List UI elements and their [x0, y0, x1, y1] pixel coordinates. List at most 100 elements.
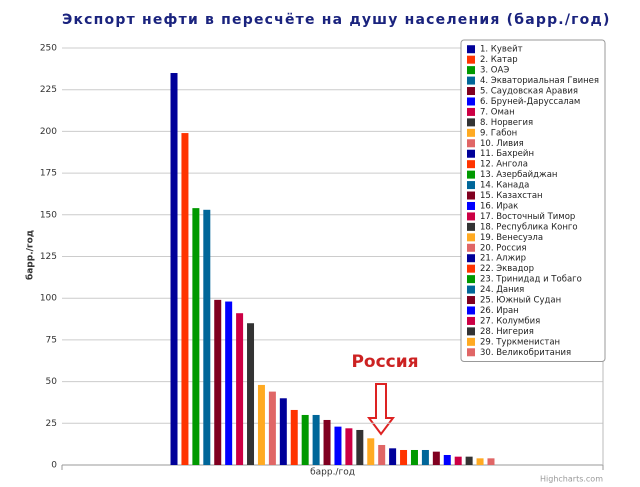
credits: Highcharts.com	[540, 475, 603, 484]
legend-label: 19. Венесуэла	[480, 233, 543, 243]
legend-label: 24. Дания	[480, 285, 524, 295]
legend-label: 3. ОАЭ	[480, 66, 509, 76]
bar	[181, 133, 189, 465]
annotation-arrow	[367, 383, 395, 436]
bar	[203, 209, 211, 465]
bar	[389, 448, 397, 465]
legend-label: 12. Ангола	[480, 160, 528, 170]
legend-swatch	[467, 233, 475, 242]
legend-swatch	[467, 97, 475, 106]
legend-swatch	[467, 201, 475, 210]
legend-label: 25. Южный Судан	[480, 296, 561, 306]
bar	[301, 414, 309, 465]
bar	[214, 299, 222, 465]
legend-swatch	[467, 327, 475, 336]
y-tick-label: 0	[51, 461, 57, 471]
legend-label: 28. Нигерия	[480, 327, 534, 337]
legend-label: 30. Великобритания	[480, 348, 571, 358]
y-tick-label: 75	[46, 335, 57, 345]
legend-label: 5. Саудовская Аравия	[480, 87, 578, 97]
legend-swatch	[467, 76, 475, 85]
legend-label: 10. Ливия	[480, 139, 524, 149]
legend-label: 1. Кувейт	[480, 45, 523, 55]
legend-swatch	[467, 254, 475, 263]
y-tick-label: 200	[40, 127, 57, 137]
legend-swatch	[467, 306, 475, 315]
bar	[400, 449, 408, 465]
legend-label: 6. Бруней-Даруссалам	[480, 97, 580, 107]
legend-label: 13. Азербайджан	[480, 170, 557, 180]
legend-label: 26. Иран	[480, 306, 519, 316]
y-tick-label: 250	[40, 44, 57, 54]
legend-swatch	[467, 348, 475, 357]
bar	[465, 456, 473, 465]
bar	[334, 426, 342, 465]
bar	[268, 391, 276, 465]
bar	[421, 449, 429, 465]
chart-title: Экспорт нефти в пересчёте на душу населе…	[62, 12, 611, 28]
legend-swatch	[467, 275, 475, 284]
legend-label: 27. Колумбия	[480, 316, 540, 326]
legend-swatch	[467, 170, 475, 179]
bar	[410, 449, 418, 465]
bar	[312, 414, 320, 465]
y-axis-title: барр./год	[25, 230, 36, 280]
bar	[454, 456, 462, 465]
bar	[236, 313, 244, 465]
legend-label: 15. Казахстан	[480, 191, 543, 201]
bar	[192, 208, 200, 466]
legend-swatch	[467, 45, 475, 54]
legend-swatch	[467, 191, 475, 200]
legend-swatch	[467, 87, 475, 96]
bar	[170, 73, 178, 466]
legend-swatch	[467, 128, 475, 137]
y-tick-label: 50	[46, 377, 58, 387]
y-tick-label: 100	[40, 294, 57, 304]
legend-swatch	[467, 139, 475, 148]
legend-swatch	[467, 149, 475, 158]
bar	[356, 429, 364, 465]
bar	[432, 451, 440, 465]
y-tick-label: 175	[40, 169, 57, 179]
legend-swatch	[467, 296, 475, 305]
y-tick-label: 225	[40, 85, 57, 95]
legend-label: 29. Туркменистан	[480, 337, 560, 347]
bar	[247, 323, 255, 465]
legend-swatch	[467, 337, 475, 346]
y-tick-label: 125	[40, 252, 57, 262]
x-tick-label: барр./год	[310, 468, 355, 478]
legend-label: 7. Оман	[480, 107, 515, 117]
legend-swatch	[467, 118, 475, 127]
legend-label: 8. Норвегия	[480, 118, 533, 128]
legend-swatch	[467, 243, 475, 252]
bar	[476, 458, 484, 465]
bar	[257, 384, 265, 465]
legend-label: 4. Экваториальная Гвинея	[480, 76, 599, 86]
legend-swatch	[467, 285, 475, 294]
legend-swatch	[467, 316, 475, 325]
y-tick-label: 150	[40, 210, 57, 220]
legend-label: 23. Тринидад и Тобаго	[480, 275, 582, 285]
bar	[279, 398, 287, 465]
legend-label: 21. Алжир	[480, 254, 526, 264]
bar	[345, 428, 353, 465]
bar	[443, 454, 451, 465]
bar	[290, 409, 298, 465]
bar	[367, 438, 375, 465]
legend-swatch	[467, 222, 475, 231]
legend-swatch	[467, 264, 475, 273]
legend-label: 20. Россия	[480, 243, 527, 253]
legend-label: 9. Габон	[480, 128, 517, 138]
bar	[487, 458, 495, 465]
legend-swatch	[467, 107, 475, 116]
legend-label: 14. Канада	[480, 181, 529, 191]
annotation: Россия	[351, 352, 418, 372]
legend-label: 11. Бахрейн	[480, 149, 534, 159]
legend-swatch	[467, 212, 475, 221]
bar	[323, 419, 331, 465]
legend-swatch	[467, 55, 475, 64]
legend-label: 2. Катар	[480, 55, 518, 65]
legend-swatch	[467, 181, 475, 190]
